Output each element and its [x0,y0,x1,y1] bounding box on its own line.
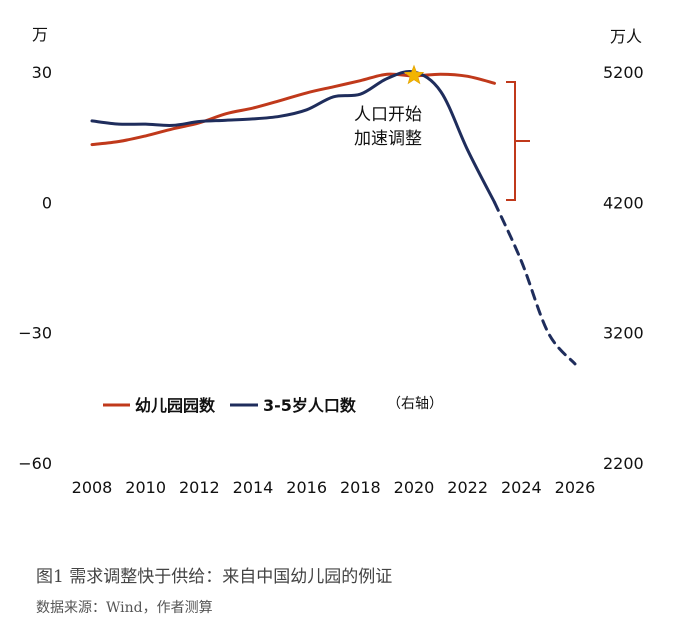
left-tick-label: −60 [18,454,52,473]
right-tick-label: 5200 [603,63,644,82]
peak-star-marker [403,64,425,85]
series-line-0 [90,72,496,147]
series-line-2 [493,200,577,366]
right-tick-label: 4200 [603,193,644,212]
right-axis-unit: 万人 [610,27,642,46]
chart-area: 万 万人 30 0 −30 −60 5200 4200 3200 2200 2008 2010… [18,25,644,497]
right-axis-ticks: 5200 4200 3200 2200 [603,63,644,473]
left-axis-ticks: 30 0 −30 −60 [18,63,52,473]
x-tick-label: 2024 [501,478,542,497]
x-axis-ticks: 2008 2010 2012 2014 2016 2018 2020 2022 2024 2026 [72,478,596,497]
x-tick-label: 2010 [125,478,166,497]
x-tick-label: 2014 [233,478,274,497]
x-tick-label: 2008 [72,478,113,497]
figure-caption: 图1 需求调整快于供给：来自中国幼儿园的例证 [36,567,393,587]
x-tick-label: 2018 [340,478,381,497]
legend: 幼儿园园数 3-5岁人口数 （右轴） [103,396,443,415]
data-source: 数据来源：Wind，作者测算 [36,600,213,616]
right-tick-label: 3200 [603,324,644,343]
x-tick-label: 2020 [394,478,435,497]
series-layer [90,64,577,366]
x-tick-label: 2026 [555,478,596,497]
left-tick-label: 0 [42,193,52,212]
left-tick-label: −30 [18,324,52,343]
legend-right-axis-note: （右轴） [387,396,443,412]
left-tick-label: 30 [32,63,52,82]
right-tick-label: 2200 [603,454,644,473]
annotation-bracket [506,81,530,201]
series-line-1 [90,69,496,204]
legend-label-kindergartens: 幼儿园园数 [135,396,216,415]
x-tick-label: 2012 [179,478,220,497]
x-tick-label: 2016 [286,478,327,497]
x-tick-label: 2022 [447,478,488,497]
annotation-line-1: 人口开始 [354,105,422,125]
left-axis-unit: 万 [32,25,48,44]
legend-label-population: 3-5岁人口数 [263,396,357,415]
annotation-line-2: 加速调整 [354,129,422,149]
